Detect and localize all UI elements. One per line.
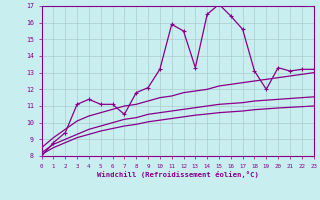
- X-axis label: Windchill (Refroidissement éolien,°C): Windchill (Refroidissement éolien,°C): [97, 171, 259, 178]
